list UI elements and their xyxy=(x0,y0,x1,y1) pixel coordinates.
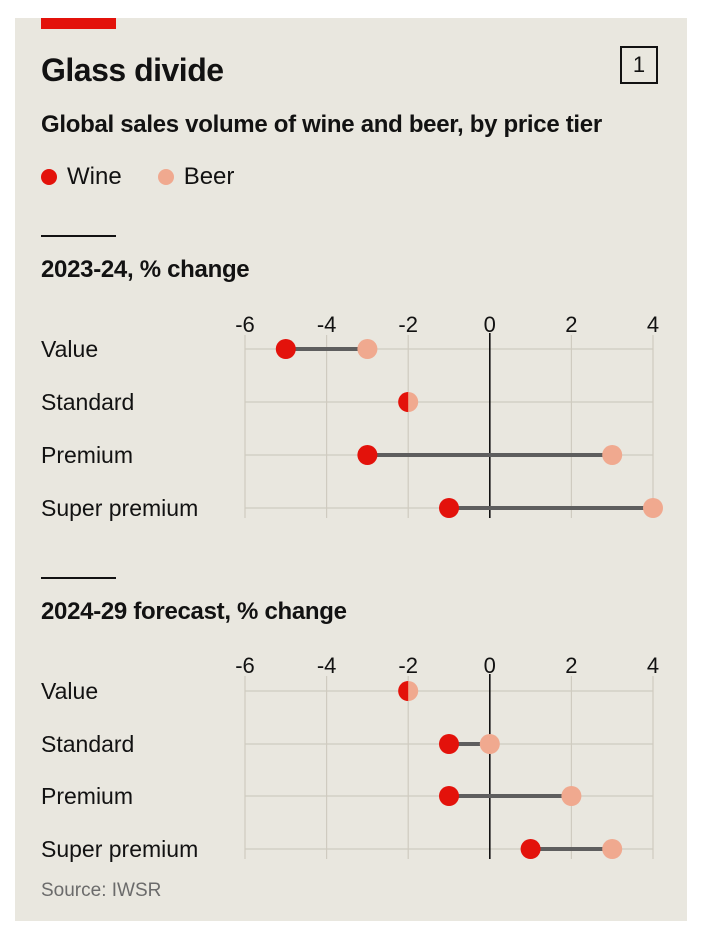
x-tick-label: -4 xyxy=(317,312,337,337)
wine-dot xyxy=(439,498,459,518)
category-label: Standard xyxy=(41,389,134,415)
chart-title: Glass divide xyxy=(41,52,224,88)
wine-dot xyxy=(439,734,459,754)
x-tick-label: -4 xyxy=(317,653,337,678)
brand-red-tab xyxy=(41,18,116,29)
x-tick-label: 0 xyxy=(484,653,496,678)
x-tick-label: -6 xyxy=(235,653,255,678)
beer-dot xyxy=(479,734,500,754)
category-label: Value xyxy=(41,678,98,704)
wine-dot xyxy=(439,786,459,806)
beer-dot-icon xyxy=(157,169,174,185)
chart-subtitle: Global sales volume of wine and beer, by… xyxy=(41,111,602,138)
beer-dot xyxy=(357,339,378,359)
section-rule-2 xyxy=(41,577,116,579)
wine-dot xyxy=(357,445,378,465)
x-tick-label: 2 xyxy=(565,653,577,678)
legend: Wine Beer xyxy=(41,162,270,192)
source-note: Source: IWSR xyxy=(41,880,162,901)
legend-item-wine: Wine xyxy=(41,163,122,191)
category-label: Premium xyxy=(41,783,133,809)
x-tick-label: 4 xyxy=(647,653,659,678)
category-label: Super premium xyxy=(41,836,198,862)
category-label: Premium xyxy=(41,442,133,468)
category-label: Super premium xyxy=(41,495,198,521)
beer-dot xyxy=(602,839,623,859)
x-tick-label: -2 xyxy=(398,312,418,337)
legend-item-beer: Beer xyxy=(157,163,235,191)
wine-dot xyxy=(520,839,541,859)
x-tick-label: 2 xyxy=(565,312,577,337)
legend-label-beer: Beer xyxy=(183,163,235,190)
x-tick-label: 4 xyxy=(647,312,659,337)
section-title-2024-29: 2024-29 forecast, % change xyxy=(41,598,347,625)
x-tick-label: -6 xyxy=(235,312,255,337)
section-rule-1 xyxy=(41,235,116,237)
category-label: Value xyxy=(41,336,98,362)
wine-dot-icon xyxy=(41,169,57,185)
wine-dot xyxy=(275,339,296,359)
legend-label-wine: Wine xyxy=(67,163,122,190)
x-tick-label: -2 xyxy=(398,653,418,678)
wine-dot xyxy=(398,392,409,412)
chart-number-badge: 1 xyxy=(620,46,658,84)
category-label: Standard xyxy=(41,731,134,757)
wine-dot xyxy=(398,681,409,701)
beer-dot xyxy=(643,498,663,518)
x-tick-label: 0 xyxy=(484,312,496,337)
beer-dot xyxy=(561,786,582,806)
beer-dot xyxy=(602,445,623,465)
chart-panel xyxy=(15,18,687,921)
section-title-2023-24: 2023-24, % change xyxy=(41,256,250,283)
